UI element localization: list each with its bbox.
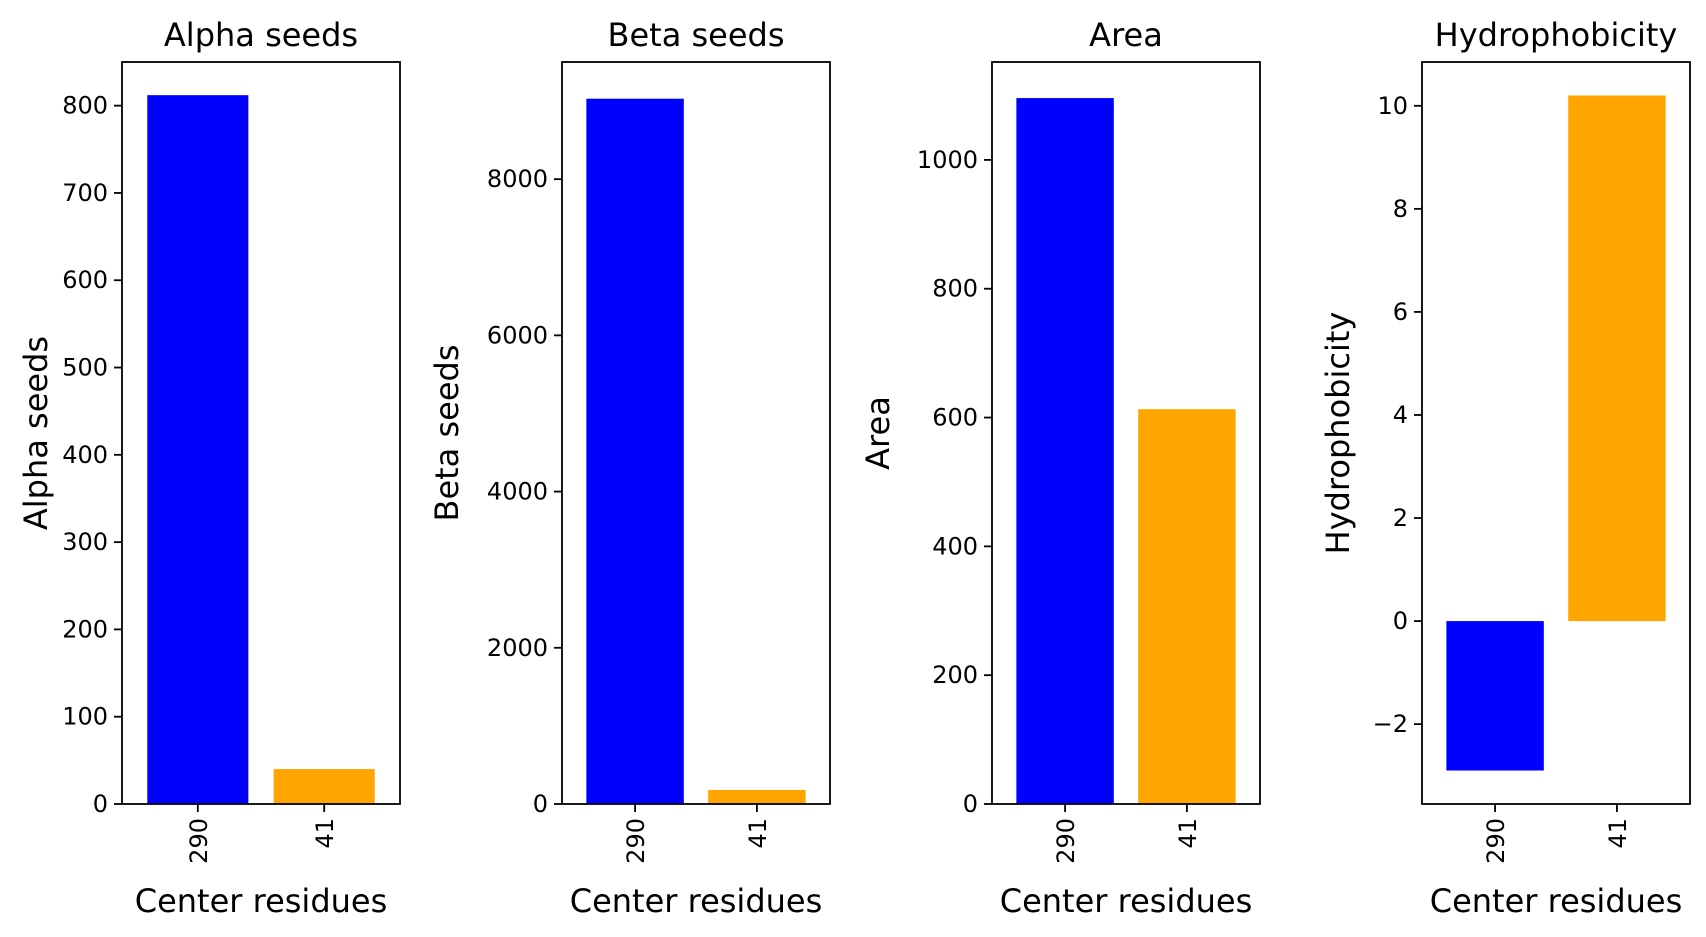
panel-3: 0 200 400 600 800 1000 290 41 Area Center residue… bbox=[859, 16, 1261, 920]
plot-frame bbox=[991, 61, 1261, 805]
panel-title: Area bbox=[1089, 16, 1163, 54]
panel-title: Hydrophobicity bbox=[1435, 16, 1678, 54]
bar-41 bbox=[1568, 95, 1666, 622]
x-tick-label: 290 bbox=[1482, 818, 1510, 864]
panel-2: 0 2000 4000 6000 8000 290 41 Beta seeds Center r… bbox=[428, 16, 831, 920]
y-tick-label: 8 bbox=[1393, 195, 1408, 223]
y-tick-label: 0 bbox=[1393, 607, 1408, 635]
y-tick-label: 400 bbox=[62, 441, 108, 469]
y-tick-label: 300 bbox=[62, 528, 108, 556]
y-tick-label: 10 bbox=[1377, 92, 1408, 120]
x-axis-label: Center residues bbox=[570, 882, 823, 920]
bar-290 bbox=[1446, 621, 1544, 771]
y-tick-label: 400 bbox=[932, 532, 978, 560]
x-tick-label: 41 bbox=[311, 818, 339, 849]
y-tick-label: 600 bbox=[932, 404, 978, 432]
y-tick-label: 1000 bbox=[917, 146, 978, 174]
x-tick-label: 290 bbox=[1052, 818, 1080, 864]
y-axis-label: Alpha seeds bbox=[17, 336, 55, 530]
x-tick-label: 41 bbox=[1174, 818, 1202, 849]
y-tick-label: 2000 bbox=[487, 634, 548, 662]
y-tick-label: 2 bbox=[1393, 504, 1408, 532]
y-tick-label: −2 bbox=[1373, 710, 1408, 738]
y-tick-label: 0 bbox=[963, 790, 978, 818]
y-tick-label: 4 bbox=[1393, 401, 1408, 429]
y-axis-label: Hydrophobicity bbox=[1319, 312, 1357, 555]
y-tick-label: 6000 bbox=[487, 321, 548, 349]
x-axis-label: Center residues bbox=[1430, 882, 1683, 920]
y-tick-label: 200 bbox=[62, 615, 108, 643]
bar-41 bbox=[1138, 409, 1236, 804]
y-tick-label: 200 bbox=[932, 661, 978, 689]
y-tick-label: 700 bbox=[62, 179, 108, 207]
x-axis-label: Center residues bbox=[1000, 882, 1253, 920]
y-tick-label: 6 bbox=[1393, 298, 1408, 326]
y-tick-label: 800 bbox=[62, 92, 108, 120]
plot-frame bbox=[1421, 61, 1691, 805]
plot-frame bbox=[561, 61, 831, 805]
x-axis-label: Center residues bbox=[135, 882, 388, 920]
y-tick-label: 100 bbox=[62, 703, 108, 731]
y-axis-label: Area bbox=[859, 396, 897, 470]
y-tick-label: 500 bbox=[62, 354, 108, 382]
y-tick-label: 0 bbox=[93, 790, 108, 818]
y-tick-label: 0 bbox=[533, 790, 548, 818]
panel-1: 0 100 200 300 400 500 600 700 800 290 41 Alpha seed… bbox=[17, 16, 401, 920]
panel-title: Beta seeds bbox=[608, 16, 785, 54]
panel-4: −2 0 2 4 6 8 10 290 41 Hydrophobicity Center resid… bbox=[1319, 16, 1691, 920]
y-axis-label: Beta seeds bbox=[428, 345, 466, 522]
bar-290 bbox=[586, 98, 684, 804]
bar-290 bbox=[147, 95, 249, 805]
x-tick-label: 41 bbox=[1604, 818, 1632, 849]
x-tick-label: 290 bbox=[185, 818, 213, 864]
panel-title: Alpha seeds bbox=[164, 16, 358, 54]
y-tick-label: 800 bbox=[932, 275, 978, 303]
y-tick-label: 8000 bbox=[487, 165, 548, 193]
y-tick-label: 4000 bbox=[487, 478, 548, 506]
bar-290 bbox=[1016, 98, 1114, 804]
x-tick-label: 41 bbox=[744, 818, 772, 849]
y-tick-label: 600 bbox=[62, 266, 108, 294]
x-tick-label: 290 bbox=[622, 818, 650, 864]
bar-41 bbox=[708, 789, 806, 804]
plot-frame bbox=[121, 61, 401, 805]
bar-41 bbox=[273, 769, 375, 804]
